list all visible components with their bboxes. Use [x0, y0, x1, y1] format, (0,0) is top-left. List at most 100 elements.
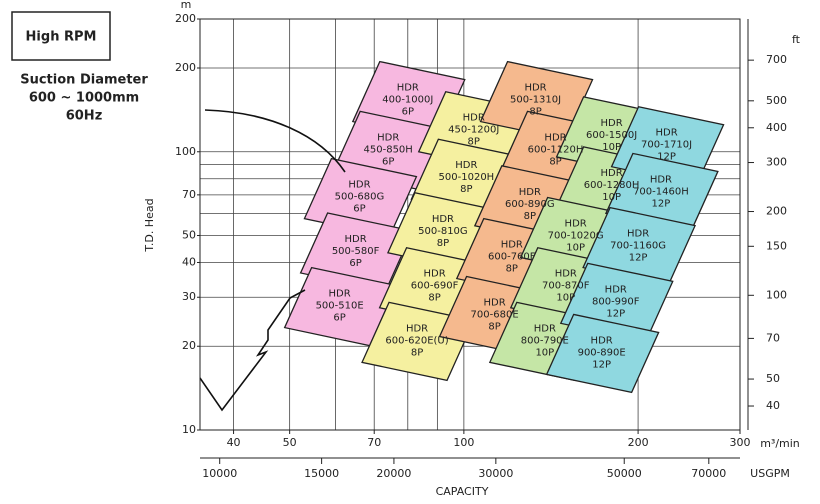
x-label: CAPACITY — [436, 485, 489, 498]
y2-tick-label: 300 — [766, 156, 787, 169]
region-label: 8P — [549, 156, 561, 167]
region-label: 700-1160G — [610, 241, 666, 252]
region-label: HDR — [555, 269, 577, 280]
x-tick-label: 50 — [283, 436, 297, 449]
region-label: 6P — [382, 156, 394, 167]
region-label: 8P — [460, 184, 472, 195]
region-label: 8P — [468, 137, 480, 148]
region-label: HDR — [601, 118, 623, 129]
region-label: HDR — [565, 219, 587, 230]
region-label: HDR — [348, 180, 370, 191]
region-label: 12P — [629, 253, 648, 264]
region-label: HDR — [329, 289, 351, 300]
region-label: 600-620E(U) — [385, 335, 448, 346]
y-tick-label: 30 — [182, 290, 196, 303]
region-label: 500-1020H — [439, 172, 495, 183]
region-label: 8P — [411, 347, 423, 358]
region-label: HDR — [601, 168, 623, 179]
y-unit: m — [181, 0, 192, 11]
region-label: 800-990F — [592, 296, 640, 307]
y-tick-label: 200 — [175, 61, 196, 74]
badge-box — [11, 11, 111, 61]
region-label: 700-870F — [542, 281, 590, 292]
region-label: HDR — [432, 214, 454, 225]
region-label: 600-690F — [411, 281, 459, 292]
region-label: 6P — [349, 258, 361, 269]
badge: High RPM — [26, 30, 97, 45]
region-label: HDR — [423, 269, 445, 280]
subtitle: 60Hz — [66, 109, 103, 124]
region-label: HDR — [544, 132, 566, 143]
region-label: 500-510E — [316, 301, 364, 312]
region-label: 8P — [506, 264, 518, 275]
region-label: HDR — [534, 323, 556, 334]
x2-tick-label: 70000 — [691, 467, 726, 480]
region-label: 12P — [606, 308, 625, 319]
y2-tick-label: 200 — [766, 205, 787, 218]
region-label: HDR — [519, 187, 541, 198]
region-label: 500-1310J — [510, 95, 561, 106]
y2-tick-label: 50 — [766, 372, 780, 385]
system-curve — [204, 109, 346, 173]
y2-tick-label: 40 — [766, 399, 780, 412]
y-tick-label: 100 — [175, 145, 196, 158]
x2-tick-label: 30000 — [478, 467, 513, 480]
y-tick-label: 200 — [175, 12, 196, 25]
x2-tick-label: 10000 — [202, 467, 237, 480]
region-label: 6P — [353, 204, 365, 215]
subtitle: 600 ~ 1000mm — [29, 91, 139, 106]
region-label: 10P — [556, 293, 575, 304]
region-label: 600-760F — [488, 252, 536, 263]
region-label: 10P — [602, 142, 621, 153]
y2-tick-label: 100 — [766, 288, 787, 301]
region-label: 600-1500J — [586, 130, 637, 141]
region-label: HDR — [627, 229, 649, 240]
region-label: 600-890G — [505, 199, 555, 210]
region-label: HDR — [345, 234, 367, 245]
x-unit: m³/min — [760, 437, 800, 450]
x2-unit: USGPM — [750, 467, 790, 480]
region-label: 500-580F — [332, 246, 380, 257]
region-label: 800-790E — [521, 335, 569, 346]
y-tick-label: 50 — [182, 229, 196, 242]
region — [545, 313, 660, 394]
region-label: HDR — [455, 160, 477, 171]
region-label: HDR — [406, 323, 428, 334]
x2-tick-label: 20000 — [376, 467, 411, 480]
region-label: HDR — [377, 132, 399, 143]
region-label: HDR — [501, 240, 523, 251]
region-label: 8P — [428, 293, 440, 304]
region-label: 500-810G — [418, 226, 468, 237]
plot-frame — [199, 18, 741, 431]
region-label: HDR — [591, 335, 613, 346]
x-tick-label: 40 — [227, 436, 241, 449]
region-label: 450-850H — [364, 144, 413, 155]
region-label: HDR — [484, 298, 506, 309]
region-label: 12P — [657, 152, 676, 163]
region-label: 10P — [566, 243, 585, 254]
region-label: 450-1200J — [448, 125, 499, 136]
region-label: 12P — [652, 198, 671, 209]
y2-tick-label: 70 — [766, 331, 780, 344]
region-label: 6P — [333, 313, 345, 324]
region-label: 700-1020G — [548, 231, 604, 242]
x2-tick-label: 15000 — [304, 467, 339, 480]
y2-tick-label: 500 — [766, 94, 787, 107]
y-tick-label: 40 — [182, 255, 196, 268]
limit-curve — [199, 289, 306, 412]
region-label: HDR — [397, 83, 419, 94]
region-label: 400-1000J — [382, 95, 433, 106]
y-tick-label: 10 — [182, 423, 196, 436]
x-tick-label: 200 — [628, 436, 649, 449]
region-label: HDR — [655, 128, 677, 139]
region-label: 700-680E — [471, 310, 519, 321]
region-labels: HDR400-1000J6PHDR450-850H6PHDR500-680G6P… — [316, 83, 693, 371]
axes: 10 20 30 40 50 70 100 200 200 40 50 70 100 200 300 40 50… — [175, 12, 787, 480]
y2-tick-label: 400 — [766, 121, 787, 134]
region-label: HDR — [463, 113, 485, 124]
y-tick-label: 20 — [182, 339, 196, 352]
region-label: 10P — [602, 192, 621, 203]
region-label: 700-1710J — [641, 140, 692, 151]
region-label: 700-1460H — [633, 186, 689, 197]
